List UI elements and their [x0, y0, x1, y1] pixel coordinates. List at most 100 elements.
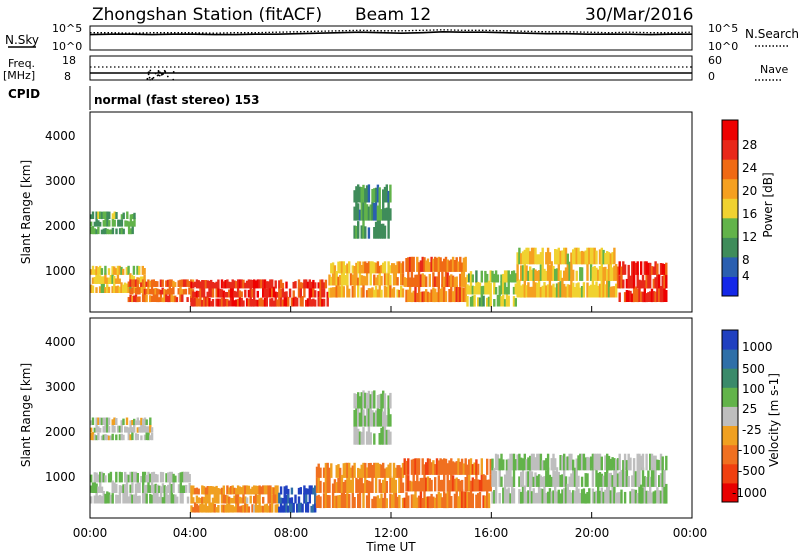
velocity-cell: [140, 435, 143, 441]
velocity-cell: [100, 486, 104, 493]
velocity-cell: [477, 479, 480, 492]
power-cbar-tick-16: 16: [742, 207, 757, 221]
velocity-cell: [412, 472, 415, 492]
power-cell: [342, 286, 345, 298]
power-cell: [477, 297, 480, 307]
power-cell: [330, 263, 333, 274]
velocity-cell: [342, 463, 345, 478]
power-colorbar-frame: [721, 119, 739, 297]
power-cell: [358, 272, 362, 286]
power-cell: [589, 284, 593, 298]
velocity-cell: [486, 458, 489, 475]
velocity-cell: [446, 463, 449, 475]
power-cell: [613, 265, 616, 281]
power-cell: [312, 287, 315, 298]
velocity-cell: [536, 492, 539, 504]
velocity-cell: [482, 495, 485, 508]
velocity-cell: [389, 462, 392, 478]
velocity-cell: [100, 471, 104, 483]
power-cell: [333, 287, 337, 298]
velocity-cell: [348, 493, 351, 509]
power-cell: [175, 297, 179, 303]
velocity-cell: [93, 480, 96, 493]
power-cell: [296, 297, 299, 307]
power-cell: [161, 279, 164, 287]
power-cell: [210, 287, 213, 298]
velocity-cell: [317, 463, 320, 478]
power-cell: [460, 287, 464, 302]
power-cell: [222, 290, 225, 298]
power-cell: [369, 204, 372, 221]
power-cell: [355, 200, 358, 221]
power-cell: [344, 275, 347, 286]
power-cell: [534, 269, 537, 281]
power-cell: [124, 220, 127, 227]
power-cell: [122, 212, 125, 220]
velocity-cell: [152, 484, 156, 493]
velocity-colorbar-swatch: [722, 387, 738, 407]
velocity-cell: [129, 484, 132, 493]
power-cell: [417, 285, 421, 303]
power-cell: [566, 284, 569, 298]
power-cell: [98, 286, 102, 293]
power-cell: [129, 273, 132, 284]
power-cell: [555, 268, 559, 281]
power-cell: [166, 279, 170, 287]
velocity-cell: [287, 488, 290, 495]
search-series-line: [90, 29, 693, 34]
velocity-cell: [233, 487, 236, 495]
power-cell: [595, 267, 598, 281]
power-cell: [441, 271, 444, 287]
power-cell: [563, 283, 566, 298]
power-cell: [362, 184, 365, 203]
power-cell: [321, 288, 324, 298]
velocity-cell: [451, 461, 455, 475]
velocity-cell: [623, 470, 627, 487]
power-cell: [195, 290, 199, 298]
velocity-cell: [260, 505, 263, 513]
power-cell: [357, 221, 360, 239]
velocity-cell: [378, 498, 381, 508]
velocity-cell: [346, 462, 349, 478]
velocity-cell: [278, 506, 281, 513]
power-cell: [170, 293, 173, 302]
velocity-cell: [217, 488, 220, 495]
velocity-cell: [339, 467, 342, 478]
velocity-cell: [389, 431, 392, 445]
power-cell: [383, 285, 387, 298]
power-cell: [172, 295, 175, 303]
velocity-cell: [201, 485, 204, 495]
power-cell: [383, 186, 387, 203]
velocity-cell: [95, 493, 98, 504]
power-cell: [466, 295, 469, 307]
power-cell: [331, 273, 335, 286]
velocity-cell: [249, 495, 252, 504]
velocity-cell: [213, 504, 216, 513]
power-cell: [609, 262, 612, 281]
velocity-cell: [559, 455, 562, 471]
beam-label: Beam 12: [355, 5, 431, 25]
power-cell: [607, 252, 611, 265]
velocity-cell: [143, 417, 147, 425]
power-cell: [292, 290, 295, 298]
power-cell: [654, 291, 657, 303]
velocity-cell: [142, 492, 145, 504]
power-cell: [500, 274, 503, 283]
velocity-cell: [580, 476, 584, 487]
power-cell: [536, 270, 539, 281]
velocity-cell: [362, 409, 365, 427]
power-cell: [604, 252, 607, 265]
velocity-cell: [591, 468, 595, 487]
power-cell: [314, 299, 317, 307]
power-cell: [455, 257, 458, 272]
power-cell: [172, 280, 175, 287]
velocity-cell: [215, 493, 218, 504]
velocity-cell: [607, 455, 611, 471]
velocity-cell: [364, 477, 367, 493]
power-cell: [139, 276, 143, 284]
xtick-0800: 08:00: [274, 526, 309, 540]
power-cell: [339, 275, 342, 286]
power-cell: [507, 295, 510, 307]
freq-noise-point: [154, 72, 157, 75]
velocity-cell: [419, 491, 423, 508]
